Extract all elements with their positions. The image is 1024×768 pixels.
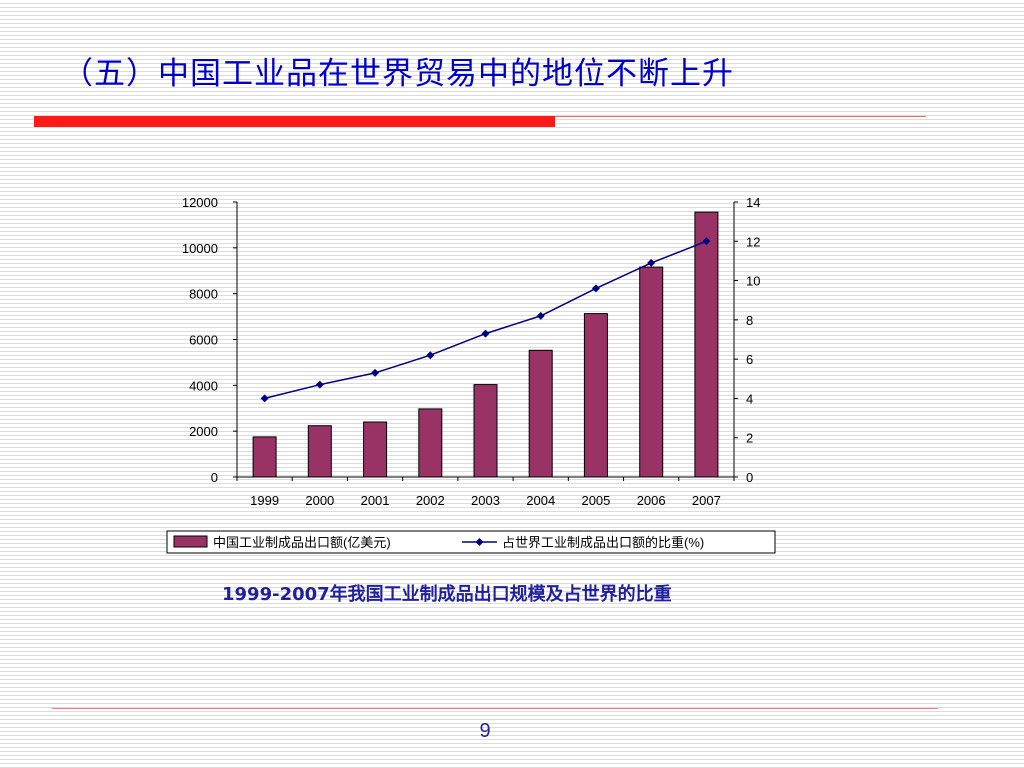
x-tick-label-1999: 1999 [250,493,279,508]
labels-layer: 0 2000 4000 6000 8000 10000 12000 0 2 4 6 8 10 12 14 19… [182,195,761,508]
slide-title: （五）中国工业品在世界贸易中的地位不断上升 [62,56,734,92]
y-right-tick-label: 0 [746,470,753,485]
share-point-2005 [591,284,600,293]
x-tick-label-2005: 2005 [581,493,610,508]
bars-layer [252,211,719,478]
y-left-tick-label: 0 [211,470,218,485]
bar-2007 [694,211,719,478]
share-point-2006 [647,258,656,267]
y-left-tick-label: 8000 [189,287,218,302]
bar-2003 [473,384,498,478]
axes-layer [233,201,738,481]
bar-2006 [639,266,664,478]
bar-2000 [307,425,332,478]
y-right-tick-label: 4 [746,391,753,406]
chart-caption: 1999-2007年我国工业制成品出口规模及占世界的比重 [222,584,672,605]
share-point-2001 [371,368,380,377]
legend-bar-swatch [173,535,208,548]
title-accent-bar [34,116,555,127]
share-point-2004 [536,311,545,320]
x-tick-label-2000: 2000 [305,493,334,508]
title-underline [555,116,926,117]
y-right-tick-label: 6 [746,352,753,367]
share-point-2003 [481,329,490,338]
x-tick-label-2002: 2002 [416,493,445,508]
x-tick-label-2003: 2003 [471,493,500,508]
legend-line-marker [475,538,484,546]
share-point-2002 [426,351,435,360]
x-tick-label-2004: 2004 [526,493,555,508]
y-left-tick-label: 6000 [189,333,218,348]
page-number: 9 [479,720,491,742]
x-tick-label-2006: 2006 [637,493,666,508]
legend-layer: 中国工业制成品出口额(亿美元) 占世界工业制成品出口额的比重(%) [166,530,776,554]
bar-2002 [418,408,443,478]
share-point-2007 [702,237,711,246]
y-right-tick-label: 10 [746,274,760,289]
y-left-tick-label: 12000 [182,195,218,210]
x-tick-label-2001: 2001 [361,493,390,508]
y-right-tick-label: 2 [746,431,753,446]
y-right-tick-label: 8 [746,313,753,328]
legend-line-label: 占世界工业制成品出口额的比重(%) [502,535,704,550]
bar-2005 [583,313,608,478]
footer-divider [52,708,938,709]
bar-2001 [363,421,388,478]
legend-bar-label: 中国工业制成品出口额(亿美元) [213,535,391,550]
share-point-1999 [260,394,269,403]
y-left-tick-label: 10000 [182,241,218,256]
bar-2004 [528,349,553,478]
bar-1999 [252,436,277,478]
y-right-tick-label: 12 [746,234,760,249]
line-layer [260,237,711,403]
y-right-tick-label: 14 [746,195,760,210]
share-point-2000 [315,380,324,389]
y-left-tick-label: 2000 [189,424,218,439]
x-tick-label-2007: 2007 [692,493,721,508]
y-left-tick-label: 4000 [189,378,218,393]
